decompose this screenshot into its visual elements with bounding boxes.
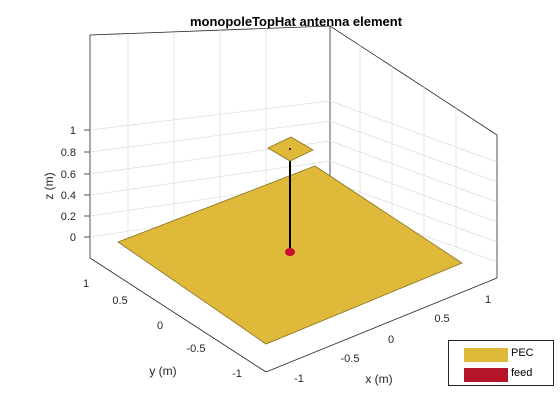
x-tick-label: 0	[388, 334, 394, 346]
legend: PEC feed	[448, 340, 554, 386]
y-tick-label: 0.5	[112, 295, 127, 307]
y-tick-label: -0.5	[187, 343, 206, 355]
x-tick-label: -0.5	[341, 353, 360, 365]
z-tick-label: 1	[70, 125, 76, 137]
legend-item-feed: feed	[449, 364, 553, 384]
z-tick-label: 0.6	[61, 169, 76, 181]
x-tick-label: -1	[294, 373, 304, 385]
y-tick-label: 1	[83, 278, 89, 290]
y-axis-label: y (m)	[149, 364, 176, 378]
y-axis-ticks: 1 0.5 0 -0.5 -1	[83, 278, 242, 380]
axes-box-front	[89, 244, 498, 373]
z-axis-ticks: 1 0.8 0.6 0.4 0.2 0	[61, 125, 90, 244]
z-tick-label: 0.8	[61, 147, 76, 159]
legend-item-pec: PEC	[449, 344, 553, 364]
legend-label-feed: feed	[511, 367, 533, 379]
legend-label-pec: PEC	[511, 347, 534, 359]
x-axis-label: x (m)	[365, 372, 392, 386]
legend-swatch-feed	[464, 368, 508, 382]
legend-swatch-pec	[464, 348, 508, 362]
z-axis-label: z (m)	[42, 172, 56, 199]
x-tick-label: 1	[485, 294, 491, 306]
y-tick-label: -1	[232, 368, 242, 380]
plot-title: monopoleTopHat antenna element	[190, 14, 403, 29]
z-tick-label: 0	[70, 232, 76, 244]
z-tick-label: 0.4	[61, 190, 76, 202]
y-tick-label: 0	[157, 320, 163, 332]
x-axis-ticks: -1 -0.5 0 0.5 1	[294, 294, 491, 385]
feed-point	[285, 248, 295, 256]
top-hat-center	[289, 148, 291, 150]
x-tick-label: 0.5	[434, 313, 449, 325]
z-tick-label: 0.2	[61, 211, 76, 223]
